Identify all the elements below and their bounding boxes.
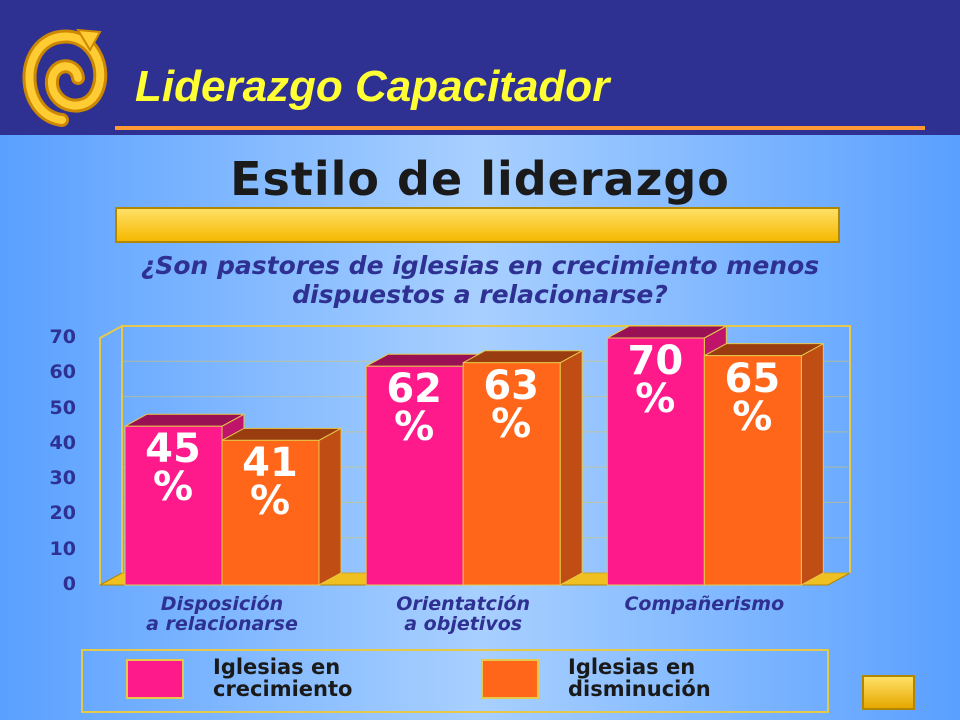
y-tick-label: 50 [49, 396, 76, 419]
legend-swatch [481, 659, 539, 699]
value-label: 65 % [724, 355, 781, 440]
x-tick-label: Compañerismo [624, 593, 785, 615]
next-button[interactable] [862, 675, 915, 710]
bar-face [318, 427, 342, 586]
value-label: 45 % [145, 426, 201, 511]
bar-face [462, 350, 583, 364]
value-label: 62 % [386, 366, 442, 451]
bar-face [124, 413, 245, 427]
bar-face [221, 427, 342, 441]
y-tick-label: 70 [49, 326, 76, 348]
bar-face [365, 365, 464, 586]
side-wall [99, 324, 123, 585]
bar [703, 342, 824, 586]
bar-face [800, 342, 824, 586]
y-tick-label: 20 [49, 502, 76, 525]
legend-box [81, 649, 829, 713]
bar-face [124, 425, 223, 586]
x-tick-label: Orientatción a objetivos [396, 593, 531, 635]
bar-face [607, 325, 727, 339]
bar-face [462, 362, 561, 586]
value-label: 63 % [483, 362, 539, 447]
x-tick-label: Disposición a relacionarse [146, 593, 298, 635]
bar [221, 427, 342, 586]
y-tick-label: 10 [49, 537, 76, 560]
legend-label: Iglesias en crecimiento [213, 655, 353, 702]
chart-title: Estilo de liderazgo [230, 152, 730, 206]
y-tick-label: 0 [62, 573, 76, 595]
bar-face [703, 355, 802, 586]
y-tick-label: 40 [49, 431, 76, 454]
legend-swatch [126, 659, 184, 699]
header-band [0, 0, 960, 135]
y-tick-label: 30 [49, 467, 76, 490]
y-tick-label: 60 [49, 361, 76, 384]
logo [22, 28, 108, 127]
bar-face [606, 337, 705, 586]
legend-label: Iglesias en disminución [568, 655, 711, 702]
bar [462, 349, 583, 586]
value-label: 41 % [242, 440, 298, 525]
bar-face [221, 439, 320, 586]
slide-title: Liderazgo Capacitador [135, 62, 610, 111]
bar-face [559, 349, 583, 586]
bar-face [704, 343, 824, 357]
chart-subtitle: ¿Son pastores de iglesias en crecimiento… [140, 251, 820, 309]
value-label: 70 % [627, 338, 684, 422]
title-rule [115, 126, 925, 130]
title-bar [115, 207, 840, 243]
